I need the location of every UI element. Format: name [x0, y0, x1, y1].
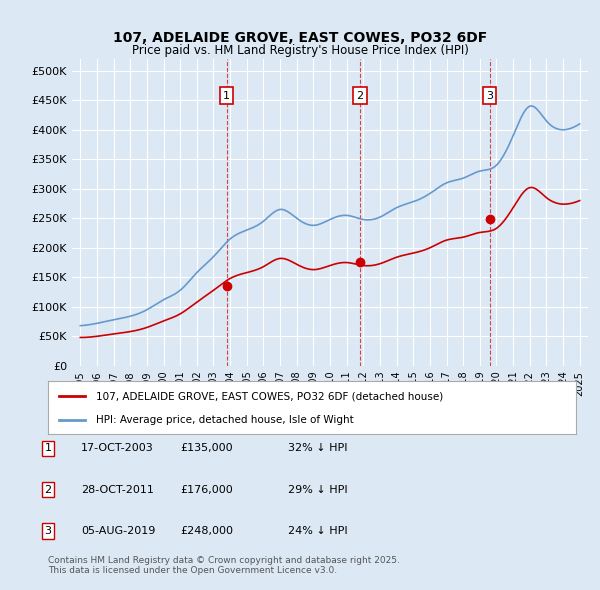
- Text: 29% ↓ HPI: 29% ↓ HPI: [288, 485, 347, 494]
- Text: 2: 2: [356, 91, 364, 101]
- Text: 17-OCT-2003: 17-OCT-2003: [81, 444, 154, 453]
- Text: 28-OCT-2011: 28-OCT-2011: [81, 485, 154, 494]
- Text: HPI: Average price, detached house, Isle of Wight: HPI: Average price, detached house, Isle…: [95, 415, 353, 425]
- Text: £135,000: £135,000: [180, 444, 233, 453]
- Text: £248,000: £248,000: [180, 526, 233, 536]
- Text: Price paid vs. HM Land Registry's House Price Index (HPI): Price paid vs. HM Land Registry's House …: [131, 44, 469, 57]
- Text: 05-AUG-2019: 05-AUG-2019: [81, 526, 155, 536]
- Text: 32% ↓ HPI: 32% ↓ HPI: [288, 444, 347, 453]
- Text: 3: 3: [486, 91, 493, 101]
- Text: 24% ↓ HPI: 24% ↓ HPI: [288, 526, 347, 536]
- Text: 107, ADELAIDE GROVE, EAST COWES, PO32 6DF: 107, ADELAIDE GROVE, EAST COWES, PO32 6D…: [113, 31, 487, 45]
- Text: 2: 2: [44, 485, 52, 494]
- Text: 107, ADELAIDE GROVE, EAST COWES, PO32 6DF (detached house): 107, ADELAIDE GROVE, EAST COWES, PO32 6D…: [95, 392, 443, 401]
- Text: £176,000: £176,000: [180, 485, 233, 494]
- Text: 1: 1: [223, 91, 230, 101]
- Text: Contains HM Land Registry data © Crown copyright and database right 2025.
This d: Contains HM Land Registry data © Crown c…: [48, 556, 400, 575]
- Text: 1: 1: [44, 444, 52, 453]
- Text: 3: 3: [44, 526, 52, 536]
